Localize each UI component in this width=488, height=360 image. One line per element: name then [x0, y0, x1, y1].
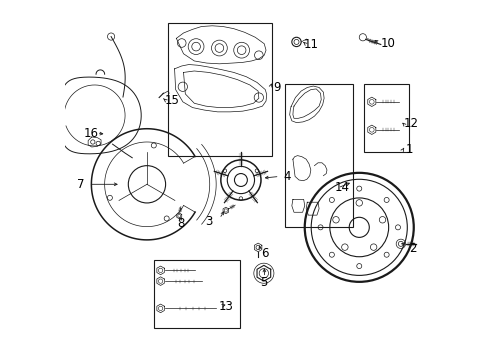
Text: 15: 15 — [164, 94, 179, 107]
Text: 5: 5 — [260, 276, 267, 289]
Text: 6: 6 — [260, 247, 268, 260]
Text: 2: 2 — [408, 242, 416, 255]
Bar — [363, 84, 408, 152]
Text: 3: 3 — [204, 215, 212, 228]
Text: 16: 16 — [84, 127, 99, 140]
Text: 14: 14 — [334, 181, 349, 194]
Bar — [285, 84, 352, 227]
Bar — [168, 23, 271, 156]
Text: 8: 8 — [177, 217, 184, 230]
Text: 12: 12 — [403, 117, 418, 130]
Text: 13: 13 — [218, 300, 233, 313]
Text: 9: 9 — [272, 81, 280, 94]
Text: 7: 7 — [76, 178, 84, 191]
Text: 11: 11 — [303, 38, 318, 51]
Text: 4: 4 — [283, 170, 291, 183]
Text: 1: 1 — [405, 143, 412, 156]
Bar — [154, 260, 240, 328]
Text: 10: 10 — [380, 37, 395, 50]
